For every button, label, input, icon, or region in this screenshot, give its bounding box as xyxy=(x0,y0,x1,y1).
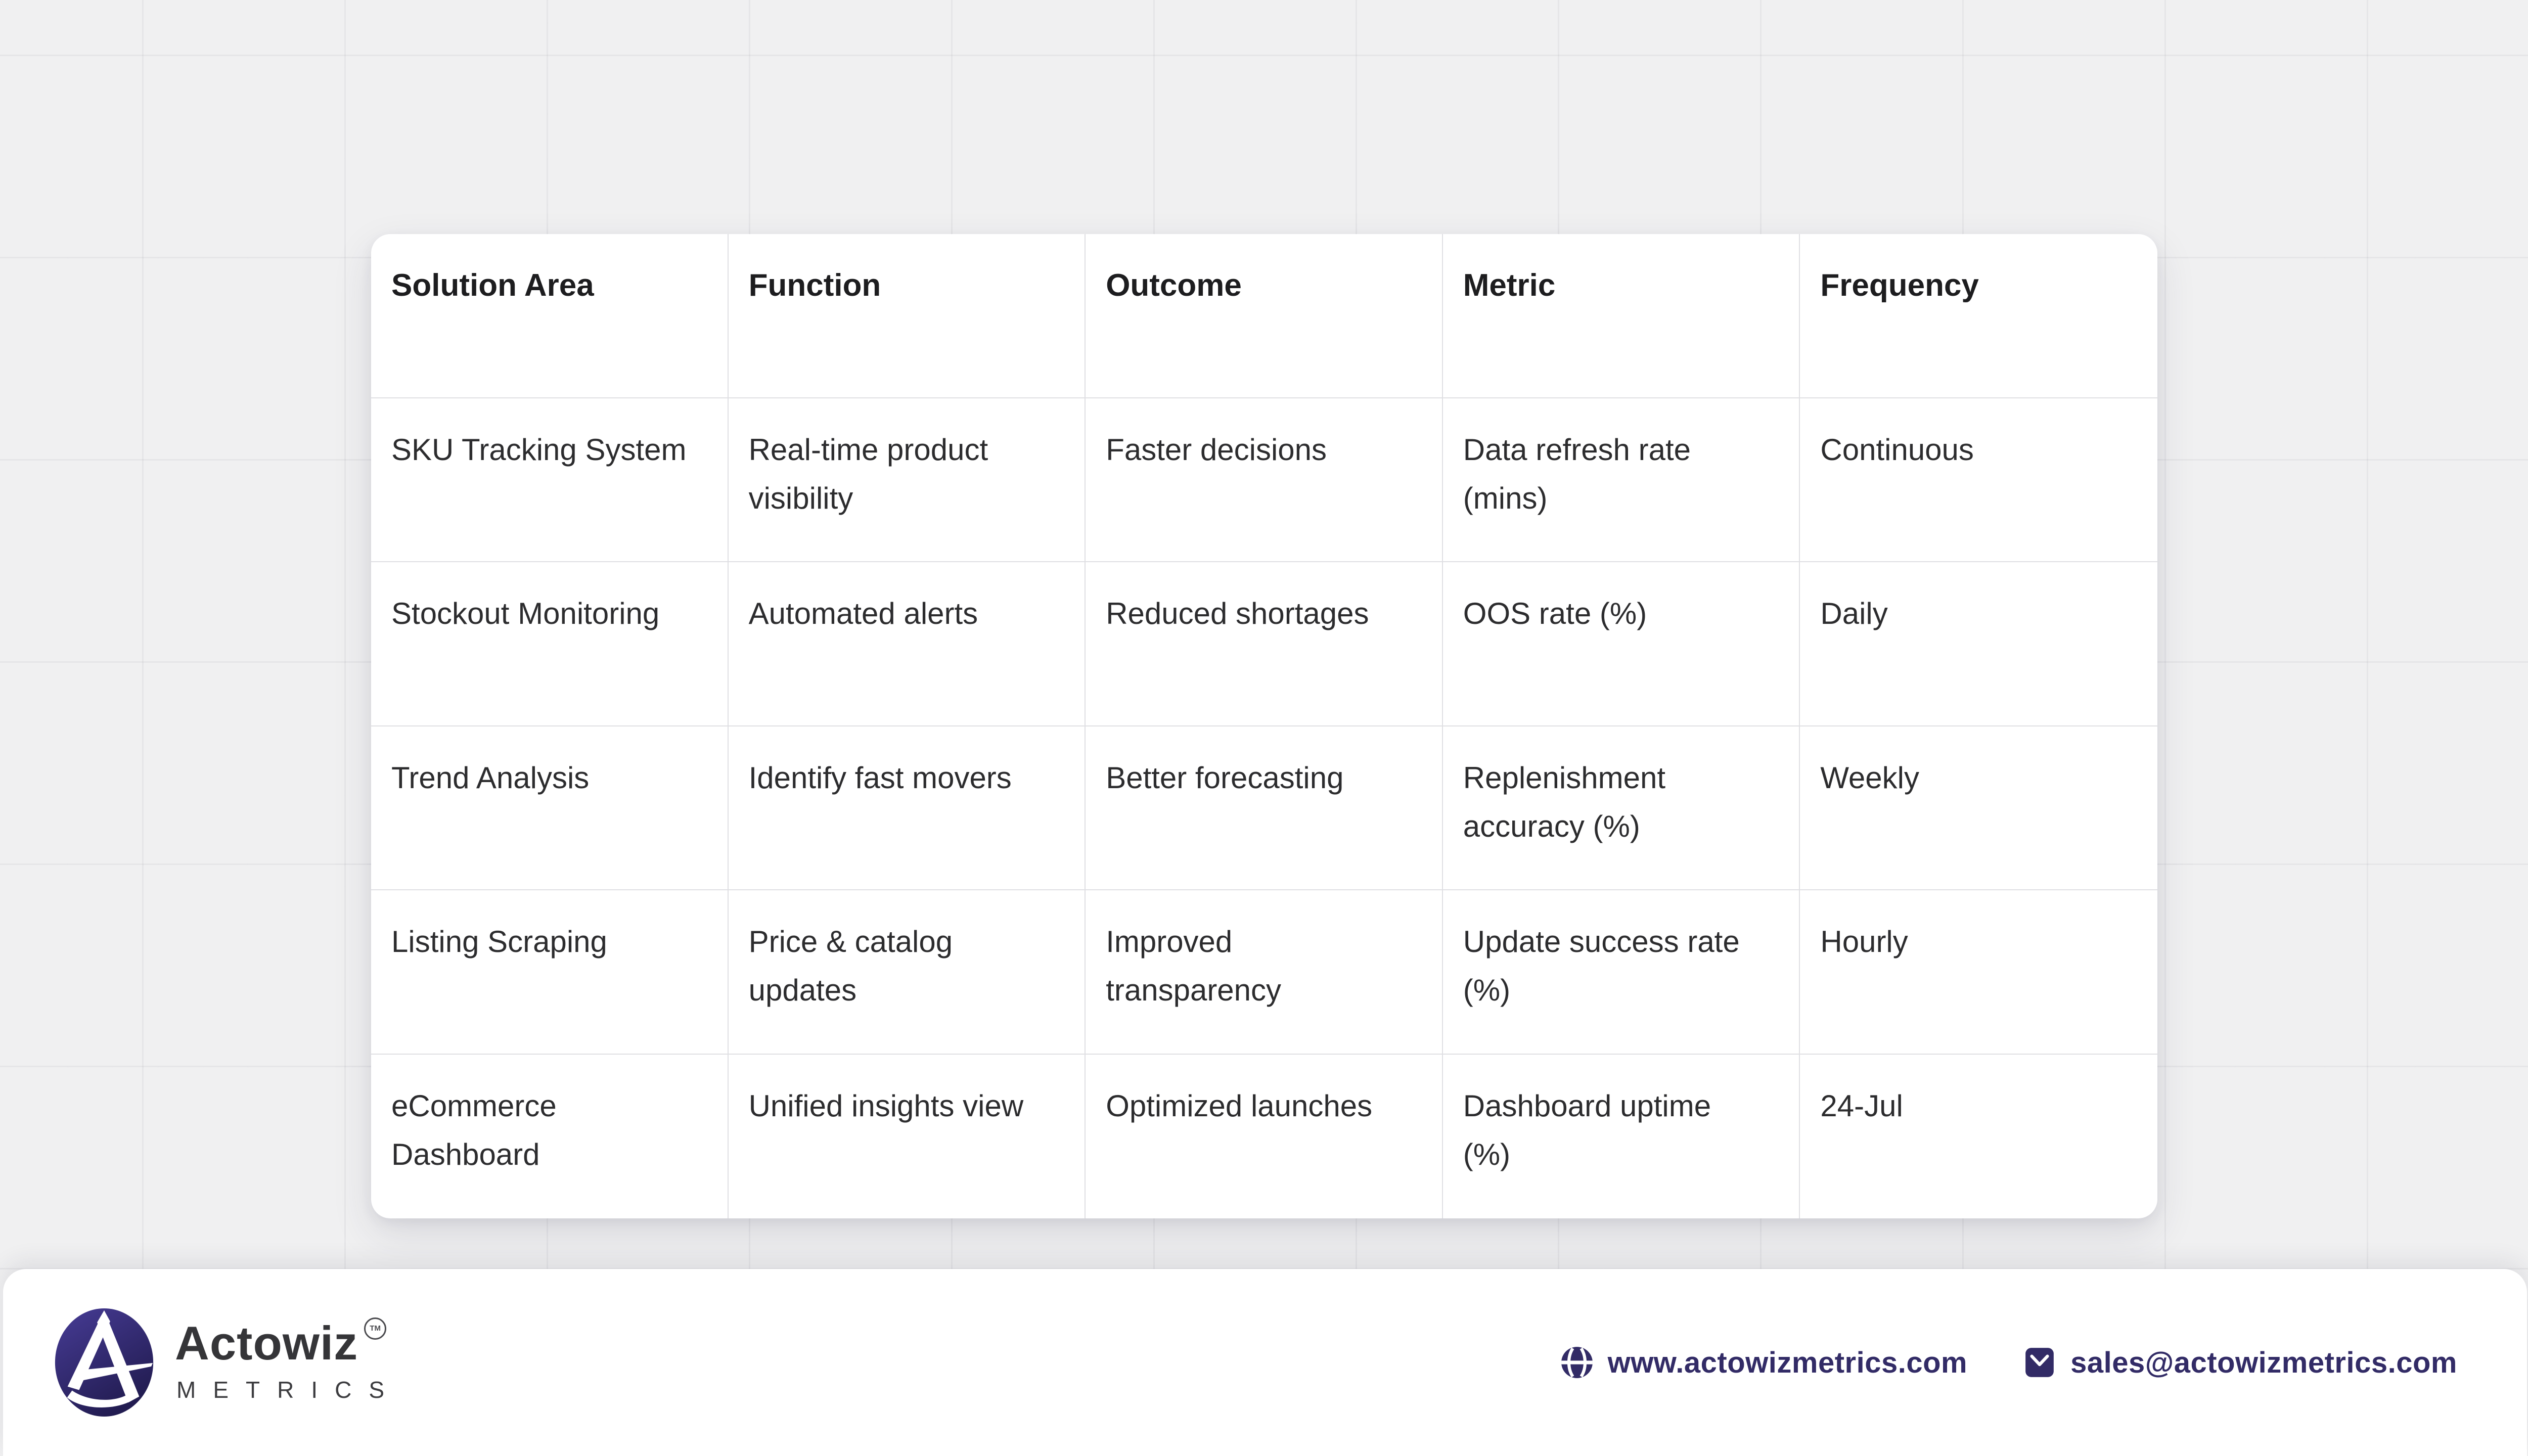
table-cell: Improved transparency xyxy=(1086,890,1443,1055)
table-cell: Stockout Monitoring xyxy=(371,562,729,726)
table-cell: Replenishment accuracy (%) xyxy=(1442,726,1800,890)
column-header: Outcome xyxy=(1086,234,1443,398)
footer-bar: Actowiz TM METRICS www.actowizmetrics.co… xyxy=(3,1269,2527,1456)
footer-contacts: www.actowizmetrics.com sales@actowizmetr… xyxy=(1560,1346,2457,1380)
table-cell: Hourly xyxy=(1800,890,2157,1055)
brand-lockup: Actowiz TM METRICS xyxy=(54,1307,401,1418)
brand-subtitle: METRICS xyxy=(176,1377,401,1403)
table-cell: Daily xyxy=(1800,562,2157,726)
table-cell: Reduced shortages xyxy=(1086,562,1443,726)
mail-icon xyxy=(2023,1346,2056,1379)
table-cell: eCommerce Dashboard xyxy=(371,1054,729,1218)
table-cell: Unified insights view xyxy=(729,1054,1086,1218)
trademark-badge: TM xyxy=(364,1317,387,1340)
table-header-row: Solution Area Function Outcome Metric Freque… xyxy=(371,234,2157,398)
table-row: Stockout Monitoring Automated alerts Reduc… xyxy=(371,562,2157,726)
table-cell: Listing Scraping xyxy=(371,890,729,1055)
website-url: www.actowizmetrics.com xyxy=(1607,1346,1968,1379)
table-cell: Weekly xyxy=(1800,726,2157,890)
email-address: sales@actowizmetrics.com xyxy=(2070,1346,2457,1379)
table-cell: Data refresh rate (mins) xyxy=(1442,398,1800,562)
globe-icon xyxy=(1560,1346,1594,1379)
table-cell: Automated alerts xyxy=(728,562,1086,726)
column-header: Function xyxy=(728,234,1086,398)
table-row: Listing Scraping Price & catalog updates I… xyxy=(371,890,2157,1055)
table-row: eCommerce Dashboard Unified insights view… xyxy=(371,1054,2157,1218)
table-cell: Dashboard uptime (%) xyxy=(1443,1054,1800,1218)
solutions-table-card: Solution Area Function Outcome Metric Freque… xyxy=(371,234,2157,1218)
table-body: SKU Tracking System Real-time product vis… xyxy=(371,398,2157,1218)
column-header: Frequency xyxy=(1800,234,2157,398)
table-cell: Price & catalog updates xyxy=(728,890,1086,1055)
table-row: Trend Analysis Identify fast movers Better… xyxy=(371,726,2157,890)
brand-text-block: Actowiz TM METRICS xyxy=(175,1316,401,1403)
table-cell: Optimized launches xyxy=(1086,1054,1443,1218)
column-header: Solution Area xyxy=(371,234,729,398)
email-link[interactable]: sales@actowizmetrics.com xyxy=(2023,1346,2457,1380)
table-cell: Trend Analysis xyxy=(371,726,729,890)
table-cell: Continuous xyxy=(1800,398,2157,562)
actowiz-logo-icon xyxy=(54,1307,155,1418)
table-cell: Update success rate (%) xyxy=(1442,890,1800,1055)
table-cell: SKU Tracking System xyxy=(371,398,729,562)
table-cell: Faster decisions xyxy=(1086,398,1443,562)
table-cell: 24-Jul xyxy=(1820,1088,1903,1123)
table-cell: OOS rate (%) xyxy=(1442,562,1800,726)
table-cell: Real-time product visibility xyxy=(728,398,1086,562)
brand-name: Actowiz xyxy=(175,1316,358,1370)
website-link[interactable]: www.actowizmetrics.com xyxy=(1560,1346,1968,1380)
column-header: Metric xyxy=(1442,234,1800,398)
table-cell: Better forecasting xyxy=(1086,726,1443,890)
table-row: SKU Tracking System Real-time product vis… xyxy=(371,398,2157,562)
table-cell: Identify fast movers xyxy=(728,726,1086,890)
